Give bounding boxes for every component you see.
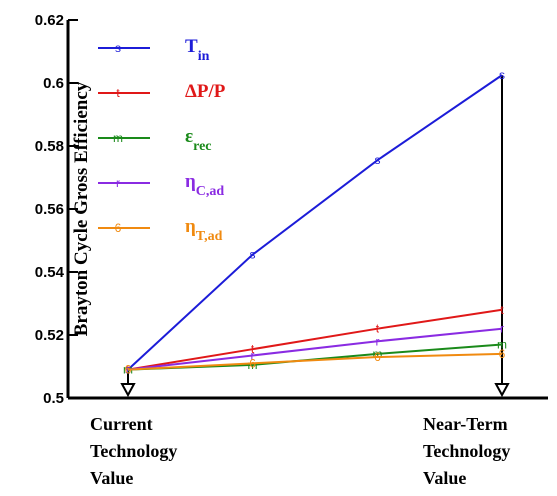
x-category-line: Value [90, 468, 133, 488]
series-line [127, 74, 503, 371]
data-point-marker: t [376, 322, 380, 336]
legend-entry: t ΔP/P [98, 81, 226, 102]
legend-marker: m [113, 131, 123, 145]
x-category-2: Near-Term Technology Value [423, 414, 510, 488]
series-line [127, 327, 503, 371]
legend-label: Tin [185, 36, 210, 64]
legend-marker: s [115, 41, 121, 55]
legend: s Tin t ΔP/P m εrec r ηC,ad 6 ηT,ad [98, 36, 226, 244]
data-point-marker: r [251, 348, 255, 362]
series-5: 6 6 6 6 [125, 347, 506, 377]
data-point-marker: t [251, 342, 255, 356]
x-category-labels: Current Technology Value Near-Term Technolog… [90, 414, 510, 488]
data-point-marker: m [248, 358, 258, 372]
data-point-marker: m [497, 337, 507, 351]
x-category-1: Current Technology Value [90, 414, 177, 488]
x-category-line: Current [90, 414, 153, 434]
series-line [127, 352, 503, 371]
data-point-marker: s [374, 153, 380, 167]
legend-entry: m εrec [98, 126, 212, 154]
legend-marker: t [116, 86, 120, 100]
series-3: m mmm [123, 337, 507, 376]
legend-label: ηT,ad [185, 216, 223, 244]
legend-entry: r ηC,ad [98, 171, 224, 199]
data-point-marker: r [375, 334, 379, 348]
data-point-marker: s [499, 68, 505, 82]
y-tick-label: 0.54 [35, 264, 65, 281]
legend-entry: 6 ηT,ad [98, 216, 223, 244]
current-arrow [120, 383, 136, 398]
series-line [127, 308, 503, 371]
legend-label: εrec [185, 126, 212, 154]
data-point-marker: r [500, 322, 504, 336]
y-tick-label: 0.52 [35, 327, 64, 344]
axes [66, 19, 548, 400]
y-tick-labels: 0.5 0.52 0.54 0.56 0.58 0.6 0.62 [35, 12, 65, 407]
data-point-marker: 6 [499, 347, 506, 361]
data-point-marker: 6 [249, 356, 256, 370]
x-category-line: Near-Term [423, 414, 508, 434]
x-category-line: Technology [90, 441, 177, 461]
legend-label: ηC,ad [185, 171, 224, 199]
y-tick-label: 0.56 [35, 201, 64, 218]
legend-marker: 6 [115, 221, 122, 235]
near-term-arrow [494, 383, 510, 398]
vertical-arrows [120, 75, 510, 398]
data-point-marker: 6 [125, 363, 132, 377]
legend-label: ΔP/P [185, 81, 226, 102]
y-tick-label: 0.5 [43, 390, 64, 407]
x-category-line: Technology [423, 441, 510, 461]
data-point-marker: t [500, 303, 504, 317]
y-tick-label: 0.6 [43, 75, 64, 92]
y-axis-label: Brayton Cycle Gross Efficiency [71, 81, 92, 336]
data-point-marker: s [250, 248, 256, 262]
y-tick-label: 0.62 [35, 12, 64, 29]
y-tick-label: 0.58 [35, 138, 64, 155]
x-category-line: Value [423, 468, 466, 488]
legend-entry: s Tin [98, 36, 210, 64]
legend-marker: r [116, 176, 120, 190]
data-point-marker: 6 [374, 350, 381, 364]
data-point-marker: m [372, 347, 382, 361]
